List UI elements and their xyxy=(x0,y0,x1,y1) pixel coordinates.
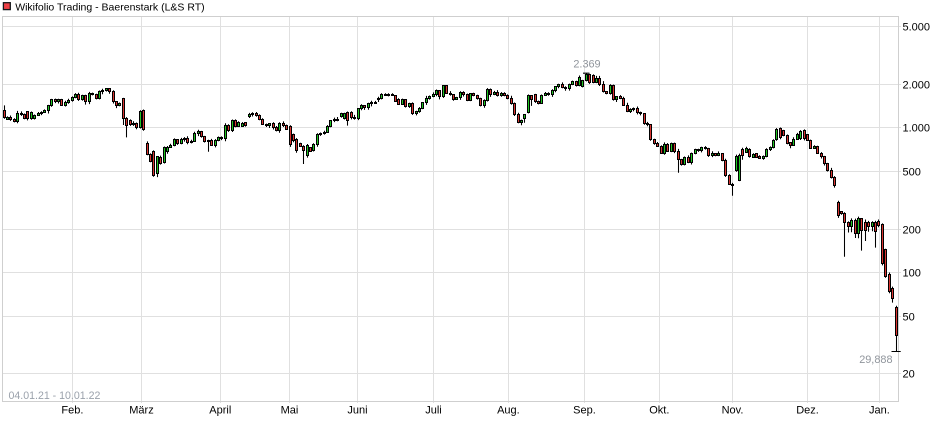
svg-text:200: 200 xyxy=(903,225,921,237)
svg-text:Dez.: Dez. xyxy=(796,404,819,416)
svg-text:März: März xyxy=(129,404,153,416)
svg-text:100: 100 xyxy=(903,268,921,280)
svg-text:2.000: 2.000 xyxy=(903,80,931,92)
svg-text:Sep.: Sep. xyxy=(573,404,596,416)
svg-text:2.369: 2.369 xyxy=(573,59,600,71)
svg-text:Juni: Juni xyxy=(347,404,367,416)
svg-text:Wikifolio Trading - Baerenstar: Wikifolio Trading - Baerenstark (L&S RT) xyxy=(15,2,204,14)
svg-text:5.000: 5.000 xyxy=(903,22,931,34)
svg-text:Aug.: Aug. xyxy=(497,404,520,416)
svg-text:29,888: 29,888 xyxy=(859,354,892,366)
svg-text:04.01.21 - 10.01.22: 04.01.21 - 10.01.22 xyxy=(9,390,101,402)
svg-text:50: 50 xyxy=(903,312,915,324)
svg-text:Feb.: Feb. xyxy=(61,404,83,416)
svg-text:Mai: Mai xyxy=(281,404,299,416)
svg-text:20: 20 xyxy=(903,369,915,381)
svg-text:Nov.: Nov. xyxy=(722,404,744,416)
svg-text:Jan.: Jan. xyxy=(869,404,890,416)
svg-text:Juli: Juli xyxy=(425,404,442,416)
svg-text:April: April xyxy=(209,404,231,416)
svg-text:500: 500 xyxy=(903,167,921,179)
svg-text:Okt.: Okt. xyxy=(649,404,669,416)
svg-text:1.000: 1.000 xyxy=(903,123,931,135)
